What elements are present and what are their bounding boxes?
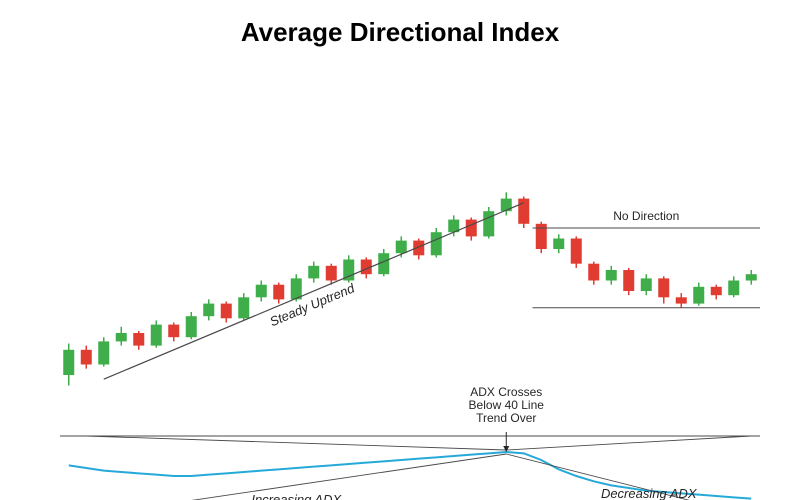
- candle-body: [63, 350, 74, 375]
- candle-body: [588, 264, 599, 281]
- label-decreasing-adx: Decreasing ADX: [601, 486, 698, 500]
- candle-body: [711, 287, 722, 295]
- candle-body: [133, 333, 144, 346]
- candle-body: [746, 274, 757, 280]
- candle-body: [483, 211, 494, 236]
- candle-body: [116, 333, 127, 341]
- candle-body: [623, 270, 634, 291]
- adx-dec-upper: [506, 436, 751, 450]
- candle-body: [693, 287, 704, 304]
- candle-body: [186, 316, 197, 337]
- candle-body: [273, 285, 284, 300]
- candle-body: [151, 324, 162, 345]
- candle-body: [238, 297, 249, 318]
- adx-inc-upper: [86, 436, 506, 450]
- candle-body: [203, 303, 214, 316]
- label-increasing-adx: Increasing ADX: [251, 492, 342, 500]
- uptrend-line: [104, 203, 524, 379]
- candle-body: [571, 238, 582, 263]
- candle-body: [326, 266, 337, 281]
- candle-body: [256, 285, 267, 298]
- candle-body: [501, 198, 512, 211]
- adx-cross-arrowhead: [503, 446, 509, 452]
- candle-body: [641, 278, 652, 291]
- candle-body: [606, 270, 617, 281]
- candle-body: [168, 324, 179, 337]
- label-adx-cross: ADX Crosses: [470, 385, 542, 399]
- candle-body: [553, 238, 564, 249]
- candle-body: [431, 232, 442, 255]
- candle-body: [308, 266, 319, 279]
- label-adx-cross: Below 40 Line: [469, 398, 545, 412]
- candle-body: [466, 219, 477, 236]
- candle-body: [221, 303, 232, 318]
- candle-body: [81, 350, 92, 365]
- label-adx-cross: Trend Over: [476, 411, 536, 425]
- candle-body: [98, 341, 109, 364]
- adx-chart: Steady UptrendNo DirectionIncreasing ADX…: [0, 66, 800, 500]
- candle-body: [518, 198, 529, 223]
- candle-body: [396, 240, 407, 253]
- candle-body: [658, 278, 669, 297]
- page-title: Average Directional Index: [0, 17, 800, 48]
- label-no-direction: No Direction: [613, 209, 679, 223]
- candle-body: [728, 280, 739, 295]
- candle-body: [676, 297, 687, 303]
